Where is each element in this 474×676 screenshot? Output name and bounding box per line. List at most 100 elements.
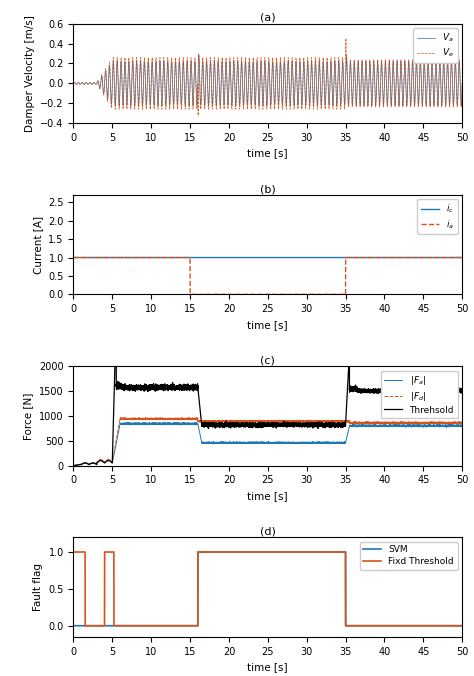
$V_e$ (439, 103, 445, 111)
$i_c$ (459, 254, 465, 262)
$V_e$ (261, 95, 266, 103)
X-axis label: time [s]: time [s] (247, 149, 288, 158)
$V_a$ (459, 79, 465, 87)
Legend: $|F_a|$, $|F_d|$, Threhsold: $|F_a|$, $|F_d|$, Threhsold (381, 370, 457, 418)
X-axis label: time [s]: time [s] (247, 662, 288, 672)
$V_e$ (71, 79, 76, 87)
Threhsold (261, 423, 266, 431)
Line: $V_a$: $V_a$ (73, 55, 462, 105)
$V_a$ (196, 51, 201, 59)
$V_e$ (459, 79, 465, 87)
$|F_d|$ (94, 460, 100, 468)
SVM (147, 622, 153, 630)
SVM (87, 622, 92, 630)
Line: SVM: SVM (73, 552, 462, 626)
SVM (195, 548, 201, 556)
$V_a$ (458, 101, 464, 110)
Fixd Threshold (94, 622, 100, 630)
$|F_d|$ (73, 461, 78, 469)
Y-axis label: Force [N]: Force [N] (24, 392, 34, 439)
$|F_a|$ (87, 460, 92, 468)
$i_c$ (87, 254, 92, 262)
$i_a$ (87, 254, 92, 262)
$|F_d|$ (87, 460, 92, 468)
Fixd Threshold (459, 622, 465, 630)
Threhsold (459, 388, 465, 396)
$|F_d|$ (147, 414, 153, 422)
SVM (71, 622, 76, 630)
$|F_d|$ (261, 418, 266, 426)
$|F_a|$ (73, 461, 78, 469)
Line: Fixd Threshold: Fixd Threshold (73, 552, 462, 626)
$V_e$ (94, 80, 100, 88)
$i_c$ (73, 254, 78, 262)
$i_a$ (459, 254, 465, 262)
Threhsold (71, 462, 76, 470)
$i_c$ (147, 254, 153, 262)
Line: $|F_d|$: $|F_d|$ (73, 418, 462, 466)
$i_a$ (187, 290, 193, 298)
$i_a$ (71, 254, 76, 262)
$|F_d|$ (71, 462, 76, 470)
$|F_a|$ (261, 439, 266, 447)
$|F_d|$ (459, 418, 465, 427)
$V_a$ (94, 80, 100, 88)
Y-axis label: Current [A]: Current [A] (33, 216, 43, 274)
Line: $|F_a|$: $|F_a|$ (73, 422, 462, 466)
Threhsold (94, 460, 100, 468)
Threhsold (87, 460, 92, 468)
Legend: $V_a$, $V_e$: $V_a$, $V_e$ (413, 28, 457, 63)
Y-axis label: Damper Velocity [m/s]: Damper Velocity [m/s] (25, 15, 35, 132)
X-axis label: time [s]: time [s] (247, 320, 288, 330)
$i_a$ (439, 254, 445, 262)
$i_a$ (94, 254, 100, 262)
$V_a$ (73, 79, 78, 87)
SVM (459, 622, 465, 630)
Legend: $i_c$, $i_a$: $i_c$, $i_a$ (417, 199, 457, 235)
Legend: SVM, Fixd Threshold: SVM, Fixd Threshold (359, 541, 457, 570)
$|F_a|$ (126, 418, 131, 427)
Fixd Threshold (71, 548, 76, 556)
$|F_a|$ (71, 462, 76, 470)
$V_a$ (261, 93, 266, 101)
$V_e$ (73, 79, 78, 87)
$i_c$ (71, 254, 76, 262)
$V_e$ (147, 95, 153, 103)
$i_c$ (261, 254, 266, 262)
$i_a$ (261, 290, 266, 298)
$i_c$ (439, 254, 445, 262)
$V_a$ (147, 93, 153, 101)
$V_a$ (87, 78, 92, 87)
$V_e$ (195, 111, 201, 119)
Fixd Threshold (147, 622, 153, 630)
Line: Threhsold: Threhsold (73, 318, 462, 466)
Title: (d): (d) (260, 527, 276, 537)
SVM (94, 622, 100, 630)
$i_a$ (147, 254, 153, 262)
$V_a$ (71, 79, 76, 87)
Threhsold (439, 389, 445, 397)
Title: (a): (a) (260, 13, 275, 23)
$i_c$ (94, 254, 100, 262)
$|F_a|$ (94, 460, 100, 468)
X-axis label: time [s]: time [s] (247, 491, 288, 501)
Fixd Threshold (73, 548, 78, 556)
Fixd Threshold (261, 548, 266, 556)
Fixd Threshold (82, 622, 88, 630)
SVM (261, 548, 266, 556)
Line: $i_a$: $i_a$ (73, 258, 462, 294)
$|F_d|$ (439, 419, 445, 427)
$|F_d|$ (122, 414, 128, 422)
Fixd Threshold (87, 622, 92, 630)
$V_e$ (343, 34, 348, 43)
Title: (b): (b) (260, 184, 276, 194)
$i_a$ (73, 254, 78, 262)
$|F_a|$ (459, 422, 465, 430)
$V_a$ (439, 101, 445, 109)
$|F_a|$ (147, 420, 153, 428)
Threhsold (113, 314, 119, 322)
Title: (c): (c) (260, 356, 275, 365)
SVM (439, 622, 445, 630)
Fixd Threshold (439, 622, 445, 630)
Threhsold (73, 461, 78, 469)
